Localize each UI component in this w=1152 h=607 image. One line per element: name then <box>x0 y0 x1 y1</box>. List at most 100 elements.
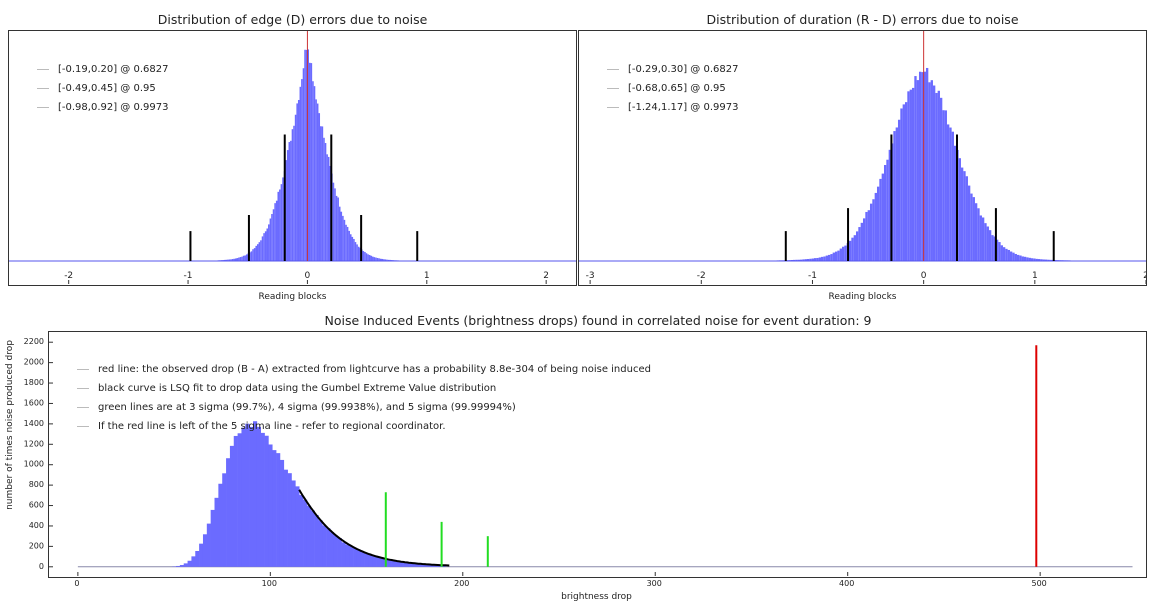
x-tick-label: 200 <box>454 579 469 588</box>
histogram-bar <box>296 103 298 261</box>
y-tick-label: 2200 <box>24 337 44 346</box>
histogram-bar <box>310 510 315 567</box>
histogram-bar <box>1035 258 1038 261</box>
histogram-bar <box>1000 245 1003 261</box>
y-tick-label: 1000 <box>24 460 44 469</box>
legend-item: [-0.98,0.92] @ 0.9973 <box>37 98 168 117</box>
legend-label: [-0.68,0.65] @ 0.95 <box>628 83 726 94</box>
chart2-title: Distribution of duration (R - D) errors … <box>706 12 1019 27</box>
histogram-bar <box>881 173 884 261</box>
histogram-bar <box>269 218 272 261</box>
histogram-bar <box>897 119 901 261</box>
histogram-bar <box>335 195 338 261</box>
histogram-bar <box>839 248 842 261</box>
x-tick-label: 2 <box>1143 271 1146 281</box>
histogram-bar <box>387 559 392 567</box>
x-tick-label: -2 <box>697 271 706 281</box>
histogram-bar <box>362 251 365 261</box>
histogram-bar <box>288 142 291 261</box>
histogram-bar <box>372 556 377 567</box>
chart1-title: Distribution of edge (D) errors due to n… <box>157 12 428 27</box>
histogram-bar <box>376 557 381 567</box>
histogram-bar <box>280 184 283 261</box>
chart3-xaxis-ticks: 0 100 200 300 400 500 <box>74 579 1046 588</box>
histogram-bar <box>1012 252 1015 261</box>
histogram-bar <box>310 63 313 261</box>
histogram-bar <box>357 246 360 261</box>
histogram-bar <box>379 258 382 261</box>
histogram-bar <box>939 97 943 261</box>
histogram-bar <box>233 258 235 261</box>
y-tick-label: 200 <box>29 541 44 550</box>
histogram-bar <box>965 176 968 261</box>
legend-item: If the red line is left of the 5 sigma l… <box>77 417 651 436</box>
histogram-bar <box>848 240 852 261</box>
x-tick-label: 400 <box>839 579 854 588</box>
histogram-bar <box>813 258 817 261</box>
histogram-bar <box>827 254 831 261</box>
histogram-bar <box>853 235 856 261</box>
histogram-bar <box>403 562 408 567</box>
x-tick-label: -1 <box>184 271 193 281</box>
histogram-bar <box>960 167 964 261</box>
histogram-bar <box>914 76 917 262</box>
histogram-bar <box>256 244 259 261</box>
histogram-bar <box>918 71 922 261</box>
histogram-bar <box>916 80 919 261</box>
histogram-bar <box>1014 253 1017 261</box>
histogram-bar <box>811 258 814 261</box>
histogram-bar <box>1019 255 1022 261</box>
histogram-bar <box>930 80 933 261</box>
histogram-bar <box>792 259 796 261</box>
histogram-bar <box>1028 257 1031 261</box>
histogram-bar <box>318 113 321 262</box>
histogram-bar <box>823 256 826 261</box>
histogram-bar <box>218 483 223 567</box>
histogram-bar <box>907 91 910 262</box>
histogram-bar <box>244 255 246 261</box>
histogram-bar <box>279 189 281 261</box>
histogram-bar <box>295 486 300 567</box>
histogram-bar <box>935 92 938 261</box>
histogram-bar <box>338 206 341 261</box>
histogram-bar <box>1040 259 1043 261</box>
histogram-bar <box>268 224 270 261</box>
y-tick-label: 800 <box>29 480 44 489</box>
histogram-bar <box>384 259 387 261</box>
histogram-bar <box>226 458 231 567</box>
histogram-bar <box>993 236 996 261</box>
legend-item: [-0.68,0.65] @ 0.95 <box>607 79 738 98</box>
histogram-bar <box>1044 259 1048 261</box>
x-tick-label: -2 <box>64 271 73 281</box>
histogram-bar <box>410 563 415 567</box>
histogram-bar <box>1037 259 1041 261</box>
histogram-bar <box>327 156 330 261</box>
histogram-bar <box>351 236 354 261</box>
histogram-bar <box>1042 259 1045 261</box>
histogram-bar <box>290 140 292 261</box>
histogram-bar <box>342 215 344 261</box>
histogram-bar <box>314 515 319 567</box>
histogram-bar <box>1005 248 1008 261</box>
histogram-bar <box>368 254 371 261</box>
histogram-bar <box>272 209 275 261</box>
histogram-bar <box>855 231 859 261</box>
histogram-bar <box>348 230 350 261</box>
histogram-bar <box>809 258 812 261</box>
histogram-bar <box>308 62 311 261</box>
histogram-bar <box>195 550 200 567</box>
x-tick-label: -3 <box>586 271 595 281</box>
histogram-bar <box>858 227 861 261</box>
histogram-bar <box>874 192 877 261</box>
histogram-bar <box>981 217 985 261</box>
histogram-bar <box>825 255 828 261</box>
histogram-bar <box>841 246 845 261</box>
histogram-bar <box>271 213 273 261</box>
histogram-bar <box>312 81 314 261</box>
histogram-bar <box>372 256 374 261</box>
histogram-bar <box>795 259 798 261</box>
histogram-bar <box>378 258 380 261</box>
histogram-bar <box>806 258 810 261</box>
histogram-bar <box>911 87 915 261</box>
histogram-bar <box>272 450 277 567</box>
